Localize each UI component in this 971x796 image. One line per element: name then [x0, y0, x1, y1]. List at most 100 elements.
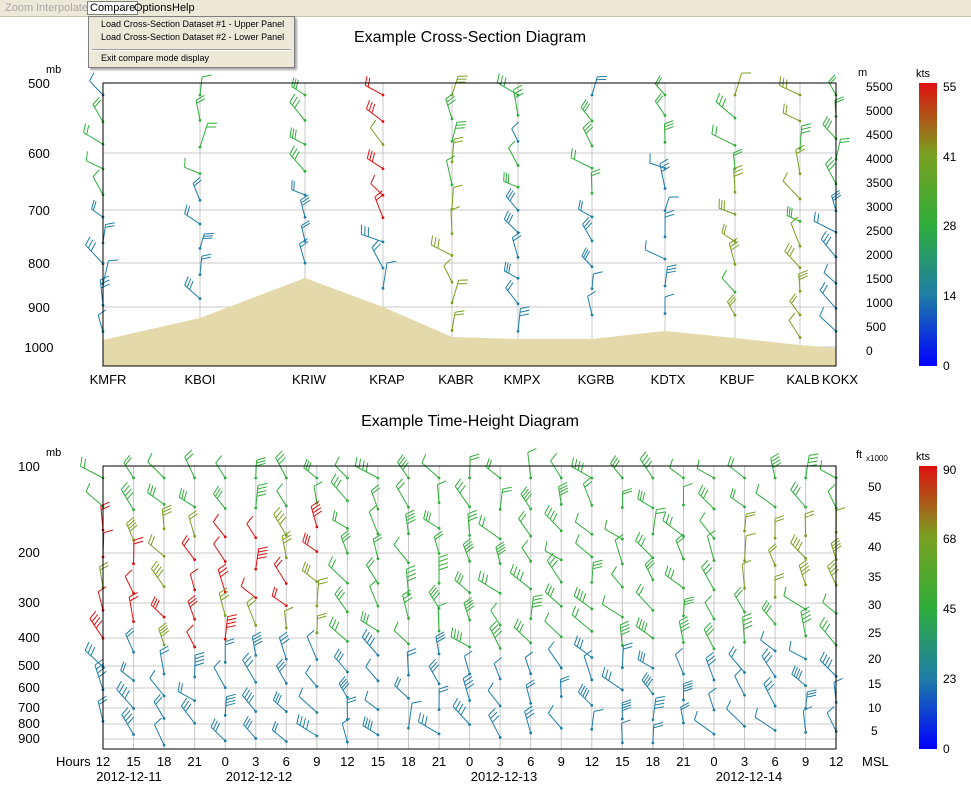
- hour-label: 0: [466, 754, 473, 769]
- wind-barb: [212, 513, 227, 539]
- compare-dropdown-menu: Load Cross-Section Dataset #1 - Upper Pa…: [88, 16, 295, 68]
- wind-barb: [369, 579, 380, 608]
- menu-compare[interactable]: Compare: [87, 1, 139, 15]
- upper-height-label: 4500: [866, 128, 893, 142]
- wind-barb: [798, 269, 809, 293]
- wind-barb: [334, 586, 349, 614]
- wind-barb: [116, 680, 135, 710]
- wind-barb: [833, 677, 843, 704]
- hour-label: 18: [646, 754, 660, 769]
- wind-barb: [699, 512, 716, 540]
- exit-compare-item[interactable]: Exit compare mode display: [101, 53, 210, 63]
- wind-barb: [703, 622, 716, 651]
- wind-barb: [198, 253, 212, 277]
- wind-barb: [663, 293, 675, 315]
- wind-barb: [498, 486, 512, 511]
- wind-barb: [273, 506, 288, 537]
- wind-barb: [437, 685, 449, 711]
- hour-label: 12: [340, 754, 354, 769]
- upper-height-label: 0: [866, 344, 873, 358]
- wind-barb: [241, 687, 258, 713]
- wind-barb: [570, 148, 594, 170]
- hour-label: 12: [585, 754, 599, 769]
- wind-barb: [428, 584, 441, 610]
- wind-barb: [575, 534, 594, 559]
- wind-barb: [328, 556, 349, 585]
- station-label: KGRB: [578, 372, 615, 387]
- wind-barb: [743, 532, 756, 563]
- wind-barb: [89, 72, 105, 97]
- wind-barb: [330, 473, 349, 503]
- menu-separator: [92, 49, 291, 51]
- lower-height-label: 30: [868, 598, 882, 612]
- wind-barb: [503, 171, 520, 189]
- wind-barb: [147, 453, 166, 480]
- wind-barb: [489, 620, 502, 650]
- date-label: 2012-12-13: [471, 769, 538, 784]
- wind-barb: [402, 589, 413, 620]
- wind-barb: [85, 151, 105, 171]
- menu-options[interactable]: Options: [134, 2, 172, 14]
- menu-interpolate[interactable]: Interpolate: [36, 2, 88, 14]
- terrain-profile: [103, 278, 836, 366]
- hour-label: 6: [283, 754, 290, 769]
- upper-colorbar-label: 55: [943, 80, 957, 94]
- wind-barb: [198, 232, 214, 250]
- wind-barb: [365, 658, 380, 683]
- wind-barb: [298, 687, 319, 714]
- wind-barb: [423, 509, 441, 530]
- wind-barb: [450, 206, 460, 236]
- hour-label: 18: [157, 754, 171, 769]
- wind-barb: [273, 556, 288, 585]
- load-dataset-2-item[interactable]: Load Cross-Section Dataset #2 - Lower Pa…: [101, 32, 285, 42]
- wind-barb: [529, 594, 543, 621]
- wind-barb: [682, 483, 693, 507]
- wind-barb: [371, 240, 385, 270]
- wind-barb: [454, 478, 471, 509]
- wind-barb: [462, 538, 475, 563]
- wind-barb: [790, 216, 802, 248]
- wind-barb: [366, 99, 385, 123]
- upper-pressure-label: 800: [28, 256, 50, 271]
- wind-barb: [289, 145, 307, 173]
- wind-barb: [635, 583, 655, 612]
- wind-barb: [213, 485, 227, 510]
- wind-barb: [128, 591, 139, 623]
- lower-pressure-label: 400: [18, 630, 40, 645]
- wind-barb: [369, 119, 385, 146]
- wind-barb: [620, 642, 633, 669]
- wind-barb: [516, 306, 530, 333]
- wind-barb: [727, 456, 746, 480]
- wind-barb: [571, 457, 594, 480]
- wind-barb: [581, 247, 594, 269]
- upper-height-label: 5000: [866, 104, 893, 118]
- hour-label: 12: [829, 754, 843, 769]
- upper-panel-title: Example Cross-Section Diagram: [354, 29, 586, 46]
- lower-colorbar-label: 23: [943, 672, 957, 686]
- wind-barb: [187, 594, 198, 621]
- wind-barb: [366, 149, 385, 171]
- wind-barb: [663, 196, 679, 213]
- wind-barb: [741, 559, 752, 590]
- wind-barb: [819, 460, 838, 480]
- wind-barb: [341, 717, 351, 744]
- hour-label: 9: [802, 754, 809, 769]
- wind-barb: [547, 704, 563, 730]
- load-dataset-1-item[interactable]: Load Cross-Section Dataset #1 - Upper Pa…: [101, 19, 285, 29]
- wind-barb: [662, 511, 685, 538]
- wind-barb: [718, 198, 737, 216]
- wind-barb: [493, 657, 502, 681]
- wind-barb: [159, 645, 170, 676]
- wind-barb: [275, 450, 288, 480]
- wind-barb: [421, 453, 441, 480]
- wind-barb: [488, 708, 502, 739]
- upper-pressure-label: 600: [28, 146, 50, 161]
- lower-height-label: 10: [868, 701, 882, 715]
- wind-barb: [478, 570, 502, 595]
- wind-barb: [715, 92, 737, 120]
- upper-pressure-axis: 500 600 700 800 900 1000: [25, 76, 54, 355]
- menu-help[interactable]: Help: [172, 2, 195, 14]
- wind-barb: [733, 72, 752, 97]
- menu-zoom[interactable]: Zoom: [5, 2, 34, 14]
- wind-barb: [804, 510, 815, 538]
